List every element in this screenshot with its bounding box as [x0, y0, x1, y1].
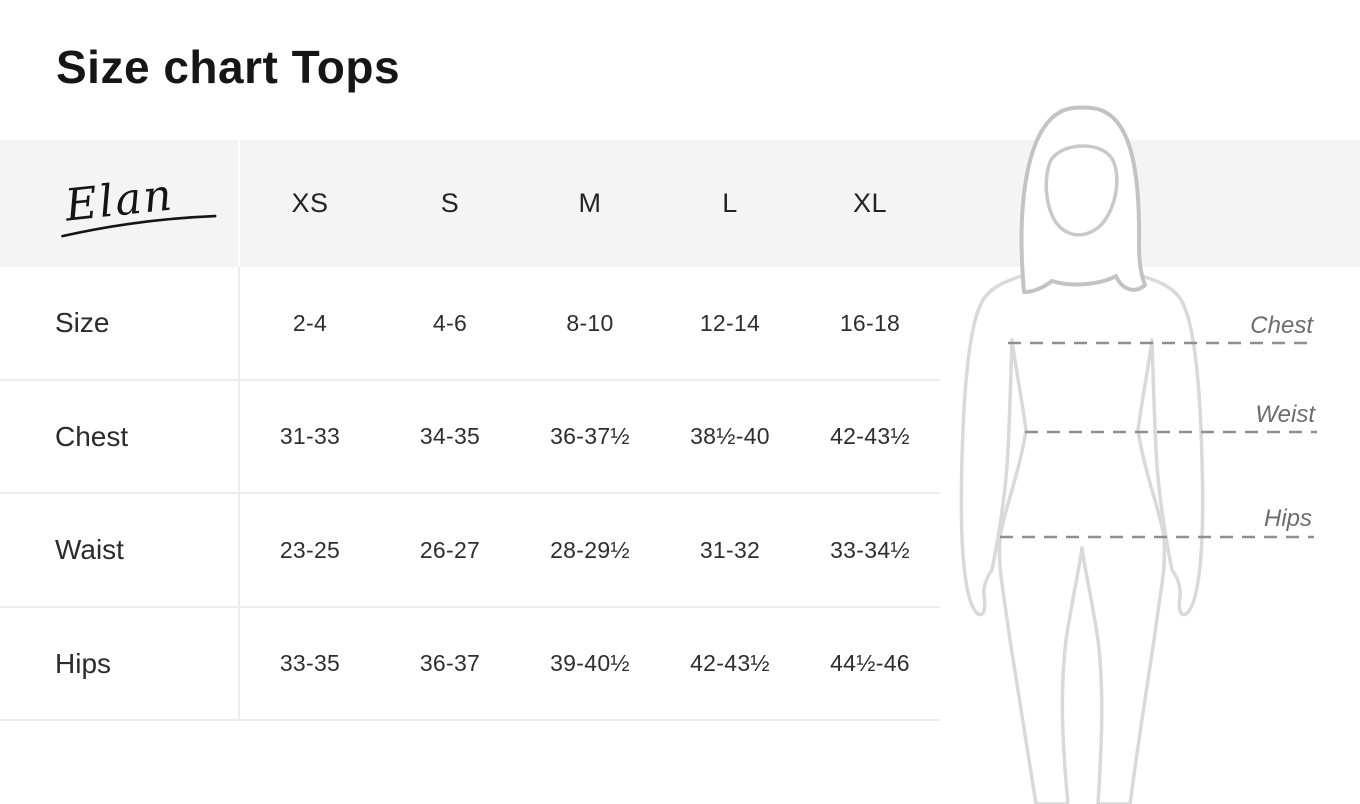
- size-table: Elan XS S M L XL Size 2-4 4-6 8-10 12-14…: [0, 140, 940, 721]
- row-label-size: Size: [0, 267, 240, 381]
- brand-logo: Elan: [60, 169, 217, 238]
- body-measurement-figure: Chest Weist Hips: [959, 105, 1317, 804]
- page-title: Size chart Tops: [56, 41, 401, 93]
- waist-s: 26-27: [380, 494, 520, 608]
- col-header-xl: XL: [852, 188, 888, 218]
- hips-xl: 44½-46: [800, 608, 940, 721]
- hips-measure-label: Hips: [1264, 505, 1312, 532]
- size-l: 12-14: [660, 267, 800, 381]
- waist-m: 28-29½: [520, 494, 660, 608]
- brand-underline-stroke: [60, 214, 217, 238]
- row-label-waist: Waist: [0, 494, 240, 608]
- row-label-hips: Hips: [0, 608, 240, 721]
- chest-measure-label: Chest: [1250, 312, 1314, 339]
- chest-l: 38½-40: [660, 381, 800, 494]
- hips-xs: 33-35: [240, 608, 380, 721]
- waist-xs: 23-25: [240, 494, 380, 608]
- size-xs: 2-4: [240, 267, 380, 381]
- hips-s: 36-37: [380, 608, 520, 721]
- chest-s: 34-35: [380, 381, 520, 494]
- size-s: 4-6: [380, 267, 520, 381]
- hips-l: 42-43½: [660, 608, 800, 721]
- brand-cell: Elan: [0, 140, 240, 267]
- hips-m: 39-40½: [520, 608, 660, 721]
- size-xl: 16-18: [800, 267, 940, 381]
- col-header-l: L: [722, 188, 738, 218]
- col-header-xs: XS: [291, 188, 329, 218]
- waist-measure-label: Weist: [1255, 401, 1316, 428]
- waist-l: 31-32: [660, 494, 800, 608]
- chest-xl: 42-43½: [800, 381, 940, 494]
- body-silhouette: [959, 226, 1205, 804]
- chest-m: 36-37½: [520, 381, 660, 494]
- face-outline: [1044, 144, 1119, 237]
- col-header-m: M: [578, 188, 602, 218]
- row-label-chest: Chest: [0, 381, 240, 494]
- waist-xl: 33-34½: [800, 494, 940, 608]
- col-header-s: S: [440, 188, 460, 218]
- size-m: 8-10: [520, 267, 660, 381]
- chest-xs: 31-33: [240, 381, 380, 494]
